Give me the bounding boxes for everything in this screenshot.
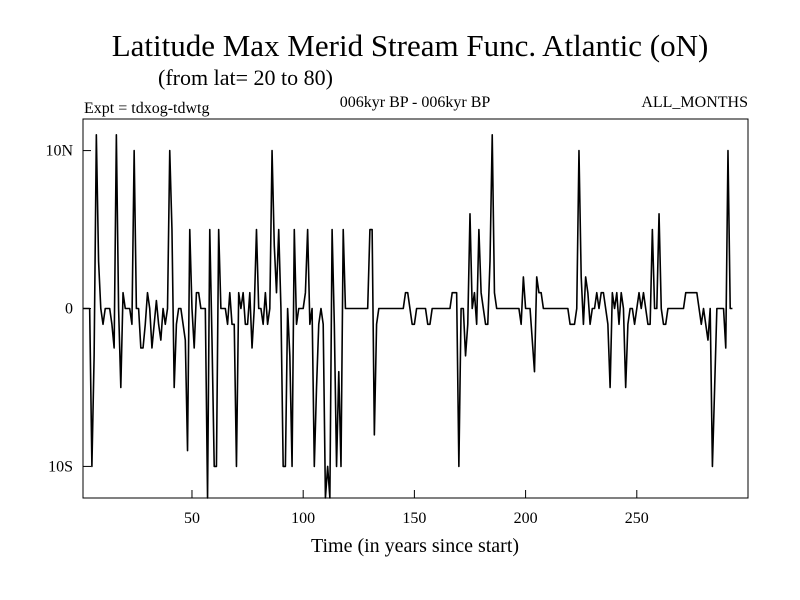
x-tick-label: 150 xyxy=(402,510,426,527)
x-tick-label: 100 xyxy=(291,510,315,527)
y-axis: 10N 0 10S xyxy=(45,143,91,475)
x-tick-label: 250 xyxy=(625,510,649,527)
chart-subtitle: (from lat= 20 to 80) xyxy=(158,65,333,90)
x-axis-label: Time (in years since start) xyxy=(311,535,519,557)
y-tick-label: 10S xyxy=(48,458,73,475)
series-line xyxy=(83,133,733,499)
y-tick-label: 0 xyxy=(65,301,73,318)
experiment-label: Expt = tdxog-tdwtg xyxy=(84,100,209,117)
chart-title: Latitude Max Merid Stream Func. Atlantic… xyxy=(112,28,709,63)
x-axis: 50 100 150 200 250 xyxy=(184,490,649,527)
y-tick-label: 10N xyxy=(45,143,73,160)
plot-frame xyxy=(82,118,749,499)
months-label: ALL_MONTHS xyxy=(641,94,748,111)
x-tick-label: 200 xyxy=(514,510,538,527)
x-tick-label: 50 xyxy=(184,510,200,527)
period-label: 006kyr BP - 006kyr BP xyxy=(340,94,491,111)
